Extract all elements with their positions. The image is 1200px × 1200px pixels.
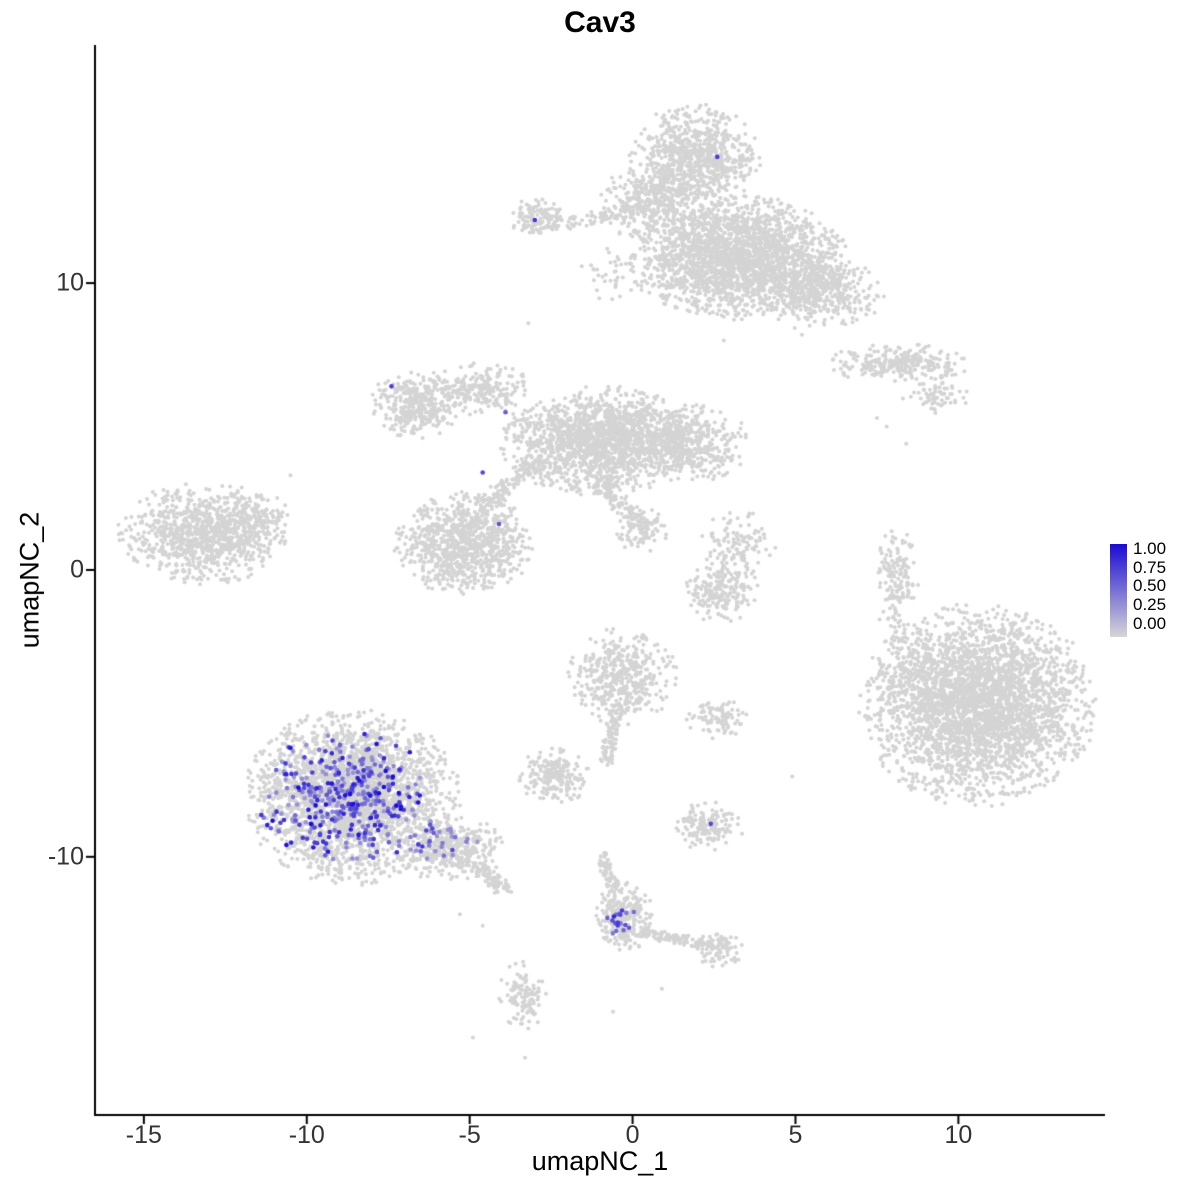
legend-label: 0.25 — [1133, 595, 1167, 615]
x-tick-label: -15 — [125, 1121, 162, 1149]
legend-label: 0.50 — [1133, 576, 1167, 596]
legend-labels: 1.00 0.75 0.50 0.25 0.00 — [1133, 539, 1167, 634]
legend-gradient-bar — [1110, 544, 1127, 637]
x-axis-label: umapNC_1 — [531, 1146, 669, 1176]
x-axis-tick-labels: -15 -10 -5 0 5 10 — [0, 1121, 1200, 1153]
plot-title: Cav3 — [564, 6, 636, 39]
x-tick-label: 10 — [944, 1121, 973, 1149]
y-axis-tick-labels: -10 0 10 — [0, 0, 84, 1200]
x-tick-label: 0 — [625, 1121, 640, 1149]
y-tick-label: 10 — [56, 268, 84, 297]
legend-label: 1.00 — [1133, 539, 1167, 558]
y-tick-label: 0 — [70, 555, 84, 584]
expression-legend: 1.00 0.75 0.50 0.25 0.00 — [1110, 539, 1200, 644]
x-tick-label: -10 — [288, 1121, 325, 1149]
legend-label: 0.75 — [1133, 557, 1167, 577]
x-tick-label: 5 — [788, 1121, 803, 1149]
x-tick-label: -5 — [458, 1121, 481, 1149]
y-tick-label: -10 — [47, 842, 84, 871]
legend-label: 0.00 — [1133, 613, 1167, 633]
